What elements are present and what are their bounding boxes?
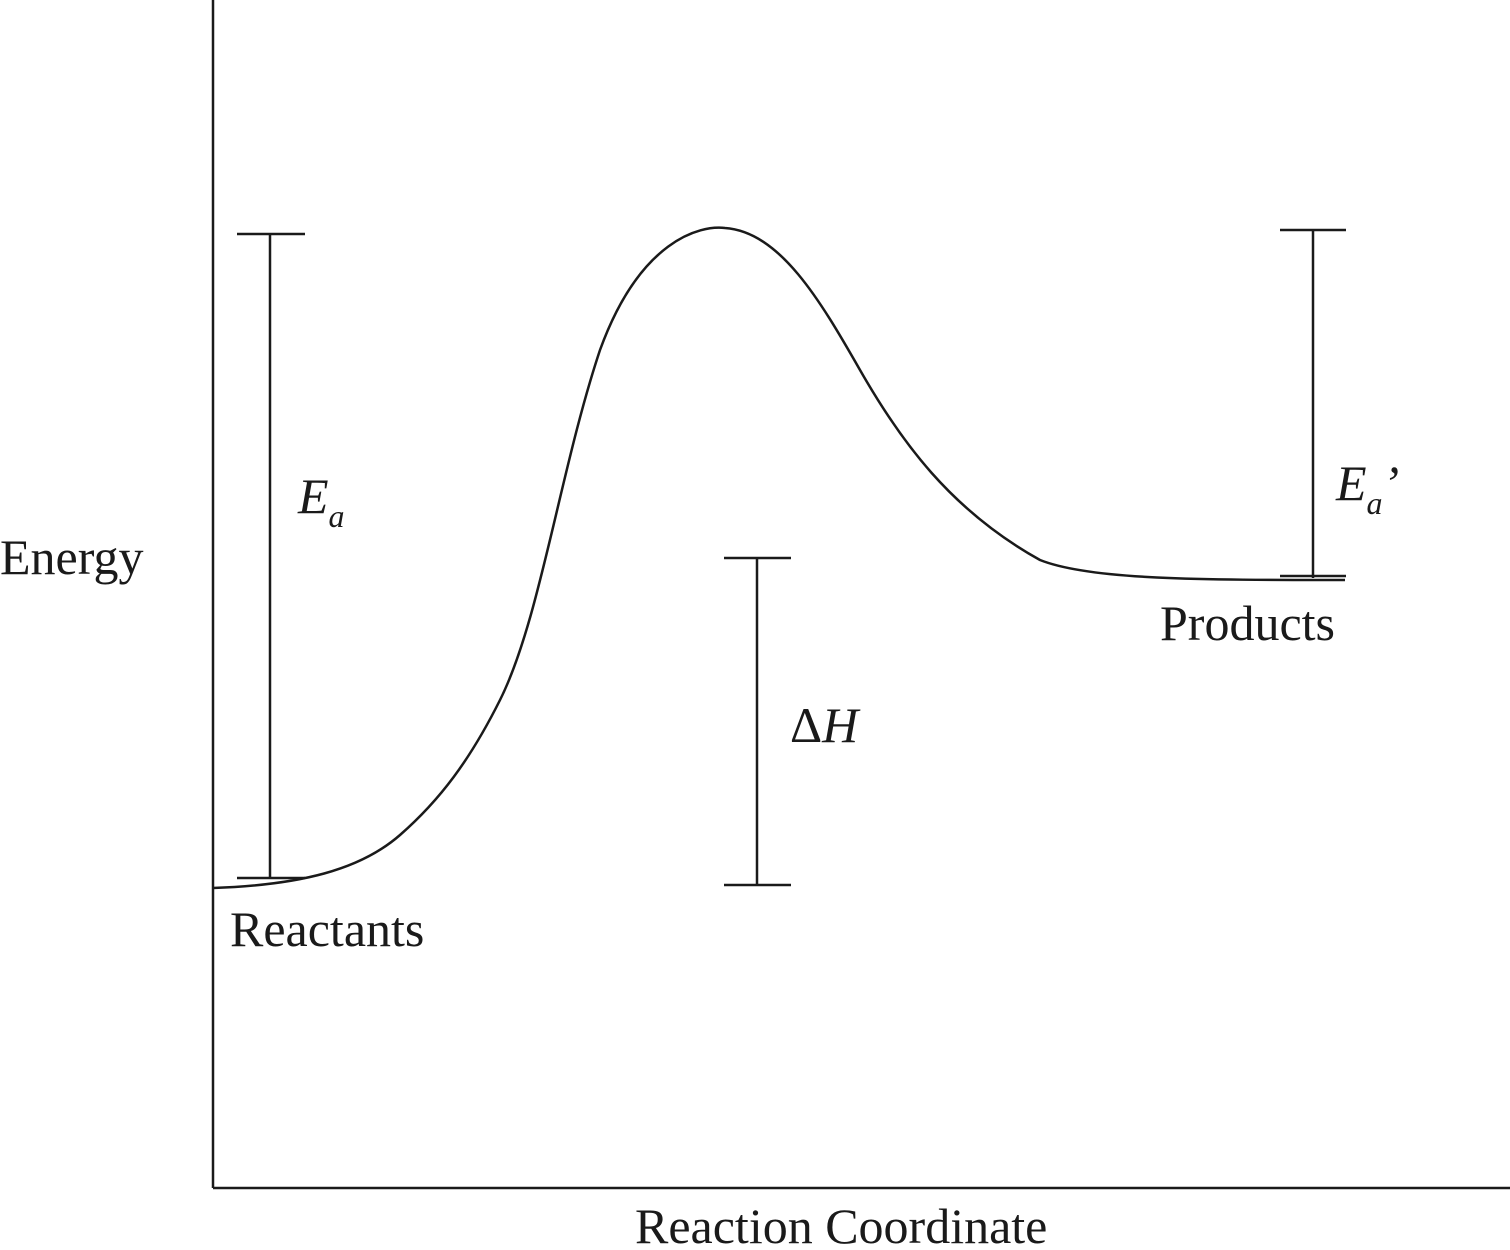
activation-energy-label: Ea	[297, 468, 345, 534]
delta-h-label: ΔH	[790, 697, 861, 753]
reverse-activation-energy-label: Ea’	[1335, 455, 1399, 521]
activation-energy-bar	[237, 232, 305, 880]
reactants-label: Reactants	[230, 901, 424, 957]
y-axis-label: Energy	[0, 529, 143, 585]
delta-h-bar	[724, 556, 791, 887]
reverse-activation-energy-bar	[1280, 228, 1346, 578]
products-label: Products	[1160, 595, 1335, 651]
x-axis-label: Reaction Coordinate	[635, 1198, 1047, 1250]
energy-curve	[212, 226, 1346, 890]
